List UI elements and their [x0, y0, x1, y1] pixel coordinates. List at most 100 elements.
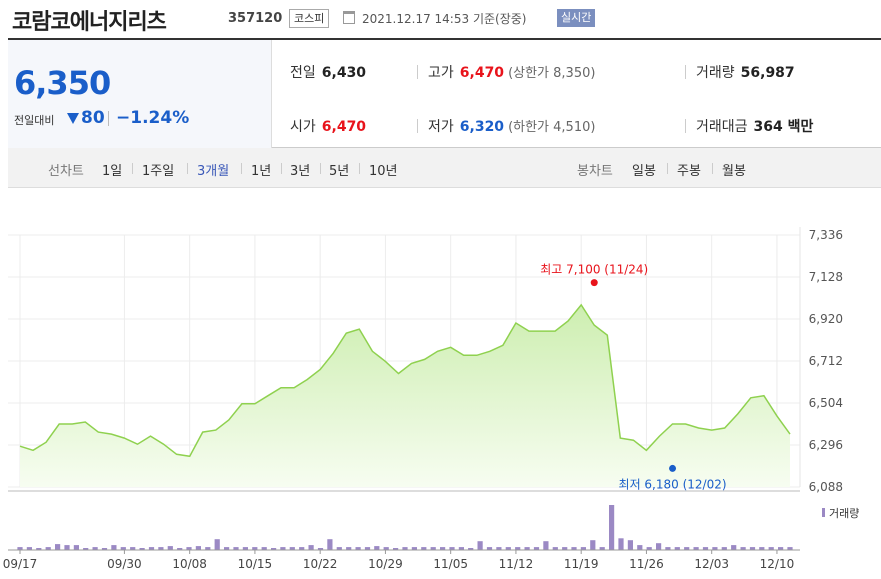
- price-line: [19, 303, 791, 458]
- x-tick-label: 10/08: [172, 557, 207, 571]
- tab-weekly[interactable]: 주봉: [677, 164, 701, 179]
- tab-5y[interactable]: 5년: [329, 164, 350, 179]
- volume-bar: [411, 547, 417, 550]
- volume-bar: [158, 547, 164, 550]
- tab-daily[interactable]: 일봉: [632, 164, 656, 179]
- volume-bar: [674, 547, 680, 550]
- y-tick-label: 6,088: [809, 480, 843, 494]
- volume-bar: [749, 547, 756, 550]
- volume-bar: [702, 547, 709, 550]
- divider: [132, 163, 133, 174]
- volume-bar: [120, 547, 126, 550]
- stock-header: 코람코에너지리츠 357120 코스피 2021.12.17 14:53 기준(…: [0, 0, 881, 38]
- volume-bar: [83, 548, 89, 550]
- x-axis-ticks: 09/17 09/30 10/08 10/15 10/22 10/29 11/05 11/12…: [3, 550, 794, 571]
- high-point-label: 최고 7,100 (11/24): [540, 263, 648, 277]
- volume-bar: [646, 547, 652, 550]
- volume-bar: [383, 547, 389, 550]
- current-price-box: 6,350 전일대비 80 −1.24%: [8, 40, 272, 148]
- volume-bar: [139, 548, 145, 550]
- volume-bar: [599, 547, 605, 550]
- volume-bar: [299, 547, 305, 550]
- trade-amount: 거래대금 364 백만: [696, 119, 814, 135]
- volume-bar: [186, 547, 192, 550]
- price-volume-chart[interactable]: 7,336 7,128 6,920 6,712 6,504 6,296 6,088 최고 7…: [0, 190, 881, 579]
- volume-bar: [543, 541, 549, 550]
- volume-bar: [430, 547, 436, 550]
- volume-bar: [55, 544, 61, 550]
- volume-bar: [571, 547, 577, 550]
- volume-bar: [787, 547, 793, 550]
- volume-bar: [665, 547, 671, 550]
- tab-3y[interactable]: 3년: [290, 164, 311, 179]
- open-price: 시가 6,470: [290, 119, 367, 135]
- tab-1d[interactable]: 1일: [102, 164, 123, 179]
- volume-bar: [233, 547, 239, 550]
- x-tick-label: 11/19: [564, 557, 599, 571]
- volume-bar: [224, 547, 230, 550]
- volume-bar: [533, 547, 540, 550]
- volume-bar: [242, 547, 248, 550]
- volume-bar: [468, 548, 474, 550]
- volume-bar: [486, 547, 493, 550]
- volume-bar: [355, 547, 361, 550]
- tab-1y[interactable]: 1년: [251, 164, 272, 179]
- high-point-marker: [590, 279, 598, 287]
- volume-bar: [618, 538, 624, 550]
- volume-bar: [552, 547, 558, 550]
- x-tick-label: 11/05: [433, 557, 468, 571]
- volume-bar: [374, 546, 380, 550]
- volume-bar: [477, 541, 483, 550]
- volume-bar: [214, 539, 220, 550]
- volume-bar: [562, 547, 568, 550]
- volume-bar: [336, 547, 342, 550]
- day-high: 고가 6,470 (상한가 8,350): [428, 65, 596, 81]
- divider: [417, 65, 418, 79]
- market-badge: 코스피: [289, 9, 330, 28]
- volume-bar: [317, 548, 324, 550]
- tab-3m[interactable]: 3개월: [197, 164, 230, 179]
- x-tick-label: 10/15: [238, 557, 273, 571]
- stock-name: 코람코에너지리츠: [12, 10, 167, 35]
- volume-bar: [73, 545, 79, 550]
- stock-code: 357120: [228, 11, 283, 26]
- x-tick-label: 09/17: [3, 557, 38, 571]
- x-tick-label: 12/03: [694, 557, 729, 571]
- volume-bar: [101, 548, 108, 550]
- volume-bar: [364, 547, 371, 550]
- volume-bar: [684, 547, 690, 550]
- volume-bar: [656, 543, 662, 550]
- price-area-fill: [20, 304, 790, 487]
- change-percent: −1.24%: [116, 108, 190, 128]
- volume-bar: [759, 547, 765, 550]
- divider: [667, 163, 668, 174]
- volume-bar: [195, 546, 201, 550]
- divider: [281, 163, 282, 174]
- volume-bar: [524, 547, 530, 550]
- y-tick-label: 6,296: [809, 438, 843, 452]
- x-tick-label: 10/22: [303, 557, 338, 571]
- realtime-button[interactable]: 실시간: [557, 9, 596, 27]
- tab-10y[interactable]: 10년: [369, 164, 398, 179]
- volume-legend-swatch: [822, 508, 825, 517]
- tab-1w[interactable]: 1주일: [142, 164, 175, 179]
- volume-bar: [402, 547, 408, 550]
- calendar-icon: [343, 11, 355, 24]
- volume-bar: [167, 546, 173, 550]
- volume-bar: [421, 547, 427, 550]
- volume-bar: [308, 545, 314, 550]
- volume-bar: [346, 547, 352, 550]
- divider: [320, 163, 321, 174]
- y-tick-label: 6,504: [809, 396, 843, 410]
- tab-monthly[interactable]: 월봉: [722, 164, 746, 179]
- candle-chart-label: 봉차트: [577, 164, 613, 179]
- price-summary: 6,350 전일대비 80 −1.24% 전일 6,430 고가 6,470 (상한가…: [8, 38, 881, 148]
- x-tick-label: 11/26: [629, 557, 664, 571]
- volume-bar: [721, 547, 727, 550]
- divider: [685, 65, 686, 79]
- volume-bar: [289, 547, 295, 550]
- volume-bar: [505, 547, 511, 550]
- divider: [241, 163, 242, 174]
- volume-bar: [590, 540, 596, 550]
- volume-bar: [609, 505, 615, 550]
